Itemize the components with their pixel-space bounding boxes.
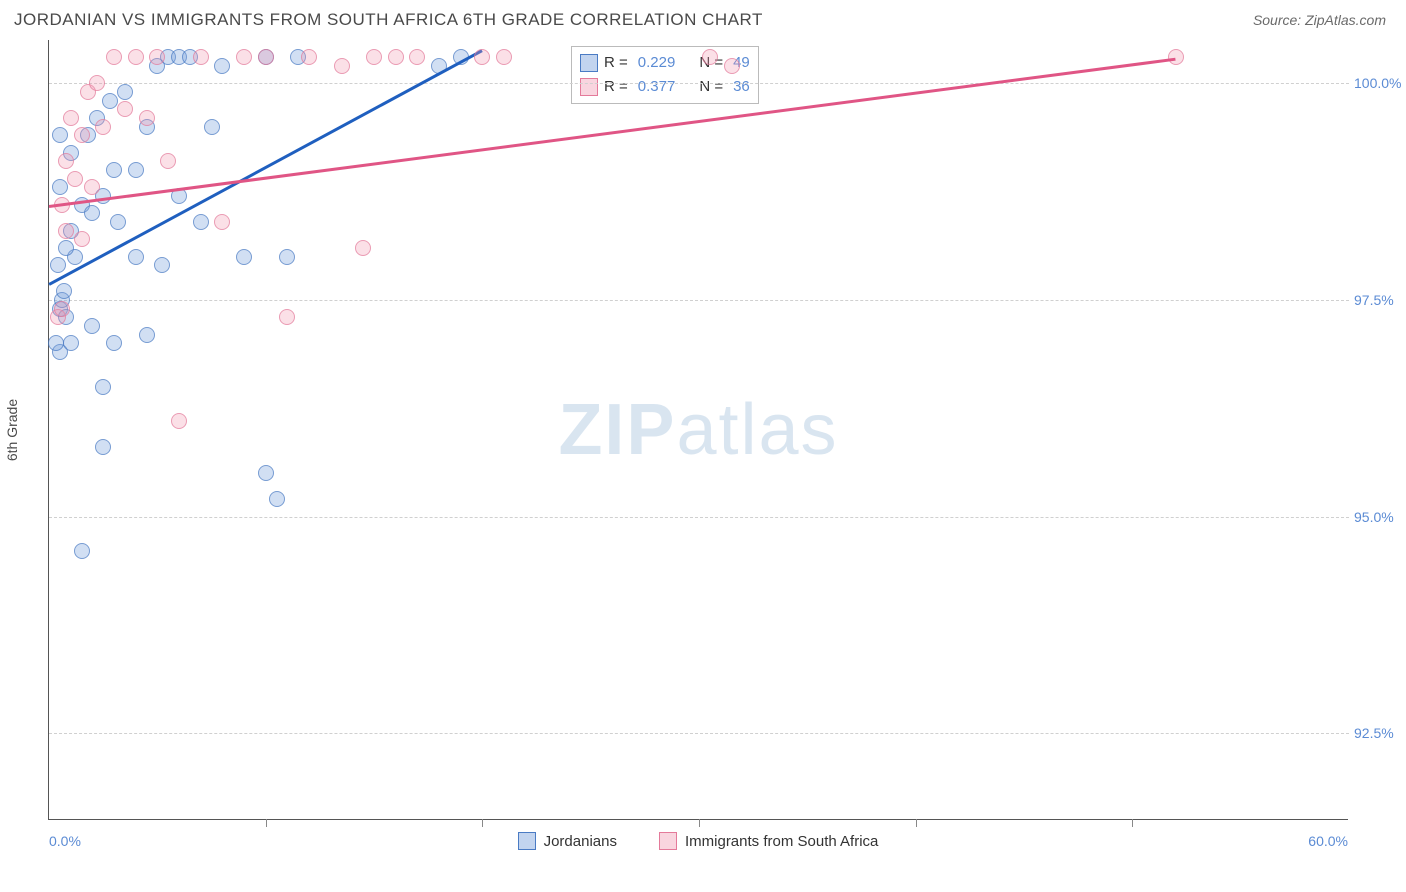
point-southafrica (496, 49, 512, 65)
point-jordanians (139, 327, 155, 343)
point-jordanians (84, 318, 100, 334)
point-southafrica (58, 223, 74, 239)
point-jordanians (236, 249, 252, 265)
point-jordanians (128, 162, 144, 178)
point-southafrica (301, 49, 317, 65)
y-tick-label: 92.5% (1354, 725, 1404, 741)
point-southafrica (128, 49, 144, 65)
point-southafrica (74, 127, 90, 143)
gridline (49, 733, 1349, 734)
chart-title: JORDANIAN VS IMMIGRANTS FROM SOUTH AFRIC… (14, 10, 763, 30)
point-southafrica (58, 153, 74, 169)
point-southafrica (54, 301, 70, 317)
legend-label-1: Immigrants from South Africa (685, 833, 878, 850)
point-jordanians (110, 214, 126, 230)
gridline (49, 300, 1349, 301)
point-jordanians (102, 93, 118, 109)
point-southafrica (84, 179, 100, 195)
point-jordanians (48, 335, 64, 351)
x-tick (916, 819, 917, 827)
watermark: ZIPatlas (558, 389, 838, 471)
gridline (49, 83, 1349, 84)
point-southafrica (106, 49, 122, 65)
point-jordanians (95, 439, 111, 455)
stats-row-southafrica: R = 0.377 N = 36 (580, 75, 750, 99)
point-jordanians (258, 465, 274, 481)
legend-label-0: Jordanians (544, 833, 617, 850)
gridline (49, 517, 1349, 518)
point-jordanians (106, 162, 122, 178)
point-jordanians (74, 543, 90, 559)
chart-header: JORDANIAN VS IMMIGRANTS FROM SOUTH AFRIC… (0, 0, 1406, 34)
point-southafrica (702, 49, 718, 65)
r-prefix: R = (604, 75, 628, 99)
point-southafrica (279, 309, 295, 325)
point-jordanians (193, 214, 209, 230)
point-jordanians (269, 491, 285, 507)
x-tick (699, 819, 700, 827)
point-southafrica (355, 240, 371, 256)
point-jordanians (154, 257, 170, 273)
point-jordanians (95, 379, 111, 395)
r-value-0: 0.229 (638, 51, 676, 75)
point-jordanians (128, 249, 144, 265)
r-value-1: 0.377 (638, 75, 676, 99)
y-tick-label: 95.0% (1354, 509, 1404, 525)
point-jordanians (204, 119, 220, 135)
n-prefix: N = (699, 75, 723, 99)
point-southafrica (366, 49, 382, 65)
point-jordanians (84, 205, 100, 221)
r-prefix: R = (604, 51, 628, 75)
point-jordanians (117, 84, 133, 100)
stats-legend: R = 0.229 N = 49 R = 0.377 N = 36 (571, 46, 759, 104)
point-southafrica (117, 101, 133, 117)
point-southafrica (334, 58, 350, 74)
point-southafrica (139, 110, 155, 126)
point-southafrica (724, 58, 740, 74)
point-jordanians (52, 179, 68, 195)
point-southafrica (74, 231, 90, 247)
point-jordanians (50, 257, 66, 273)
source-attribution: Source: ZipAtlas.com (1253, 12, 1386, 28)
x-tick (1132, 819, 1133, 827)
point-jordanians (214, 58, 230, 74)
swatch-pink-icon (659, 832, 677, 850)
y-tick-label: 100.0% (1354, 75, 1404, 91)
n-value-1: 36 (733, 75, 750, 99)
point-jordanians (63, 335, 79, 351)
x-tick (266, 819, 267, 827)
point-jordanians (56, 283, 72, 299)
point-southafrica (171, 413, 187, 429)
point-southafrica (89, 75, 105, 91)
x-tick (482, 819, 483, 827)
bottom-legend: Jordanians Immigrants from South Africa (48, 832, 1348, 850)
watermark-bold: ZIP (558, 390, 676, 470)
swatch-blue-icon (580, 54, 598, 72)
point-southafrica (67, 171, 83, 187)
point-southafrica (214, 214, 230, 230)
y-axis-label: 6th Grade (4, 399, 20, 461)
point-jordanians (106, 335, 122, 351)
legend-item-southafrica: Immigrants from South Africa (659, 832, 878, 850)
point-southafrica (149, 49, 165, 65)
point-southafrica (409, 49, 425, 65)
swatch-blue-icon (518, 832, 536, 850)
point-jordanians (279, 249, 295, 265)
point-southafrica (474, 49, 490, 65)
legend-item-jordanians: Jordanians (518, 832, 617, 850)
point-southafrica (388, 49, 404, 65)
point-southafrica (258, 49, 274, 65)
point-southafrica (236, 49, 252, 65)
chart-container: ZIPatlas R = 0.229 N = 49 R = 0.377 N = … (48, 40, 1348, 820)
point-jordanians (52, 127, 68, 143)
swatch-pink-icon (580, 78, 598, 96)
point-southafrica (193, 49, 209, 65)
point-southafrica (63, 110, 79, 126)
point-southafrica (95, 119, 111, 135)
point-southafrica (160, 153, 176, 169)
point-jordanians (58, 240, 74, 256)
watermark-light: atlas (676, 390, 838, 470)
y-tick-label: 97.5% (1354, 292, 1404, 308)
plot-area: ZIPatlas R = 0.229 N = 49 R = 0.377 N = … (48, 40, 1348, 820)
